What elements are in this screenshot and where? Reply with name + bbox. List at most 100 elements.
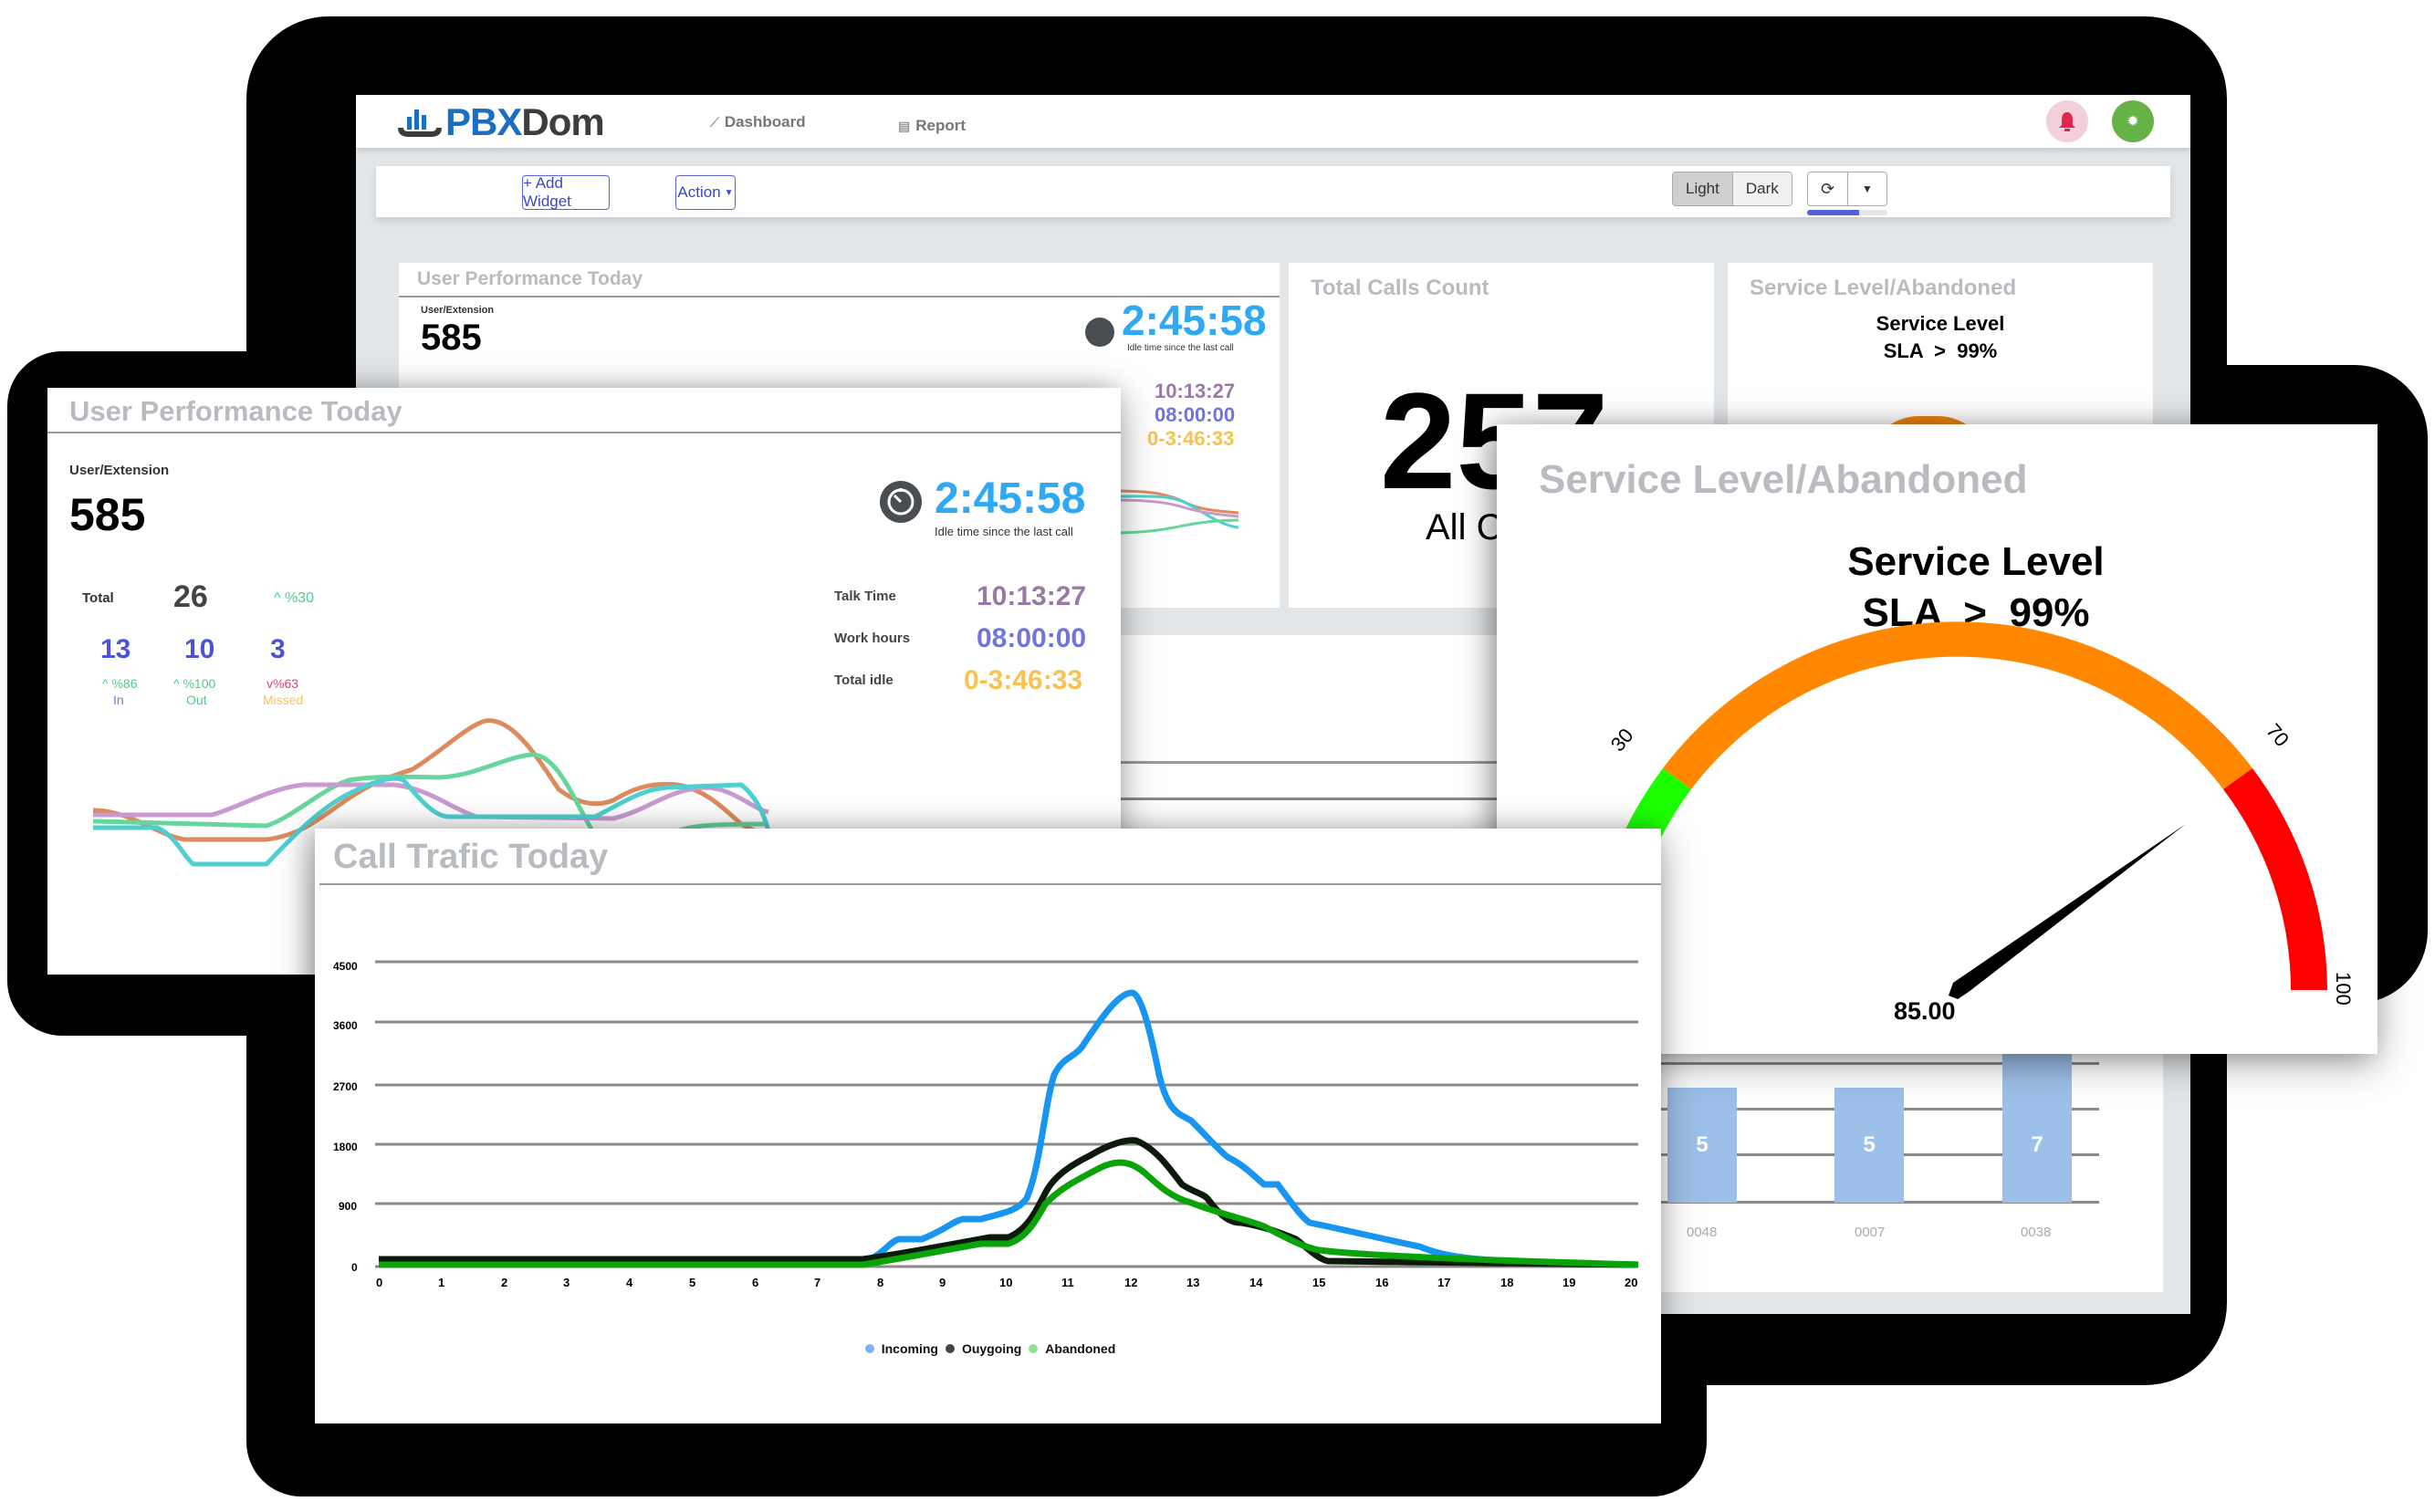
bar-label: 0038 bbox=[2021, 1225, 2052, 1240]
work-hours-value: 08:00:00 bbox=[977, 623, 1087, 653]
total-change: ^ %30 bbox=[274, 590, 314, 606]
missed-count: 3 bbox=[270, 634, 286, 664]
gauge-value: 85.00 bbox=[1894, 997, 1956, 1025]
out-count: 10 bbox=[184, 634, 215, 664]
out-change: ^ %100 bbox=[173, 676, 216, 691]
sla-subtitle-1: Service Level bbox=[1876, 312, 2005, 335]
stopwatch-icon bbox=[1085, 318, 1114, 347]
x-tick: 15 bbox=[1312, 1276, 1325, 1289]
brand-logo[interactable]: PBX Dom bbox=[394, 100, 605, 144]
legend-dot-incoming bbox=[864, 1344, 874, 1353]
nav-dashboard[interactable]: ⟋ Dashboard bbox=[710, 113, 806, 131]
total-idle-value: 0-3:46:33 bbox=[1147, 427, 1235, 450]
call-traffic-line-chart: 0 1 2 3 4 5 6 7 8 9 10 11 12 13 14 15 16… bbox=[375, 960, 1639, 1289]
idle-caption: Idle time since the last call bbox=[935, 525, 1073, 538]
dashboard-toolbar: + Add Widget Action ▼ Light Dark ⟳ ▼ bbox=[376, 166, 2170, 217]
extension-value: 585 bbox=[69, 489, 146, 540]
card-title: User Performance Today bbox=[417, 268, 643, 289]
bar-label: 0007 bbox=[1855, 1225, 1886, 1240]
chart-legend: Incoming Ouygoing Abandoned bbox=[488, 1341, 1492, 1356]
caret-down-icon: ▼ bbox=[724, 187, 734, 198]
x-tick: 17 bbox=[1437, 1276, 1450, 1289]
clipboard-icon: ▤ bbox=[898, 118, 911, 133]
y-tick: 4500 bbox=[333, 960, 358, 973]
y-tick: 900 bbox=[339, 1200, 358, 1213]
x-tick: 12 bbox=[1124, 1276, 1137, 1289]
work-hours-label: Work hours bbox=[834, 631, 911, 646]
brand-prefix: PBX bbox=[445, 100, 522, 143]
agent-bar-chart-card: 5 5 7 0048 0007 0038 bbox=[1652, 1017, 2163, 1292]
x-tick: 7 bbox=[814, 1276, 820, 1289]
card-title: Service Level/Abandoned bbox=[1539, 457, 2028, 502]
y-tick: 3600 bbox=[333, 1019, 358, 1032]
card-title: User Performance Today bbox=[69, 395, 402, 427]
bar-value: 7 bbox=[2031, 1132, 2043, 1157]
call-traffic-card: Call Trafic Today 4500 3600 2700 1800 90… bbox=[315, 829, 1661, 1423]
x-tick: 2 bbox=[501, 1276, 507, 1289]
gauge-label-70: 70 bbox=[2262, 719, 2294, 751]
gridline bbox=[1661, 1062, 2099, 1065]
x-tick: 16 bbox=[1375, 1276, 1388, 1289]
missed-change: v%63 bbox=[266, 676, 299, 691]
x-tick: 8 bbox=[877, 1276, 883, 1289]
legend-dot-outgoing bbox=[945, 1344, 955, 1353]
x-tick: 19 bbox=[1562, 1276, 1575, 1289]
legend-abandoned[interactable]: Abandoned bbox=[1045, 1341, 1116, 1356]
legend-outgoing[interactable]: Ouygoing bbox=[961, 1341, 1022, 1356]
x-tick: 0 bbox=[376, 1276, 382, 1289]
x-tick: 1 bbox=[438, 1276, 444, 1289]
missed-label: Missed bbox=[263, 693, 304, 707]
total-value: 26 bbox=[173, 579, 208, 614]
x-tick: 4 bbox=[626, 1276, 633, 1289]
brand-suffix: Dom bbox=[521, 100, 604, 143]
nav-report-label: Report bbox=[915, 117, 967, 134]
line-chart-icon: ⟋ bbox=[710, 114, 719, 130]
extension-label: User/Extension bbox=[421, 305, 495, 316]
theme-light-option[interactable]: Light bbox=[1673, 172, 1733, 205]
top-navbar: PBX Dom ⟋ Dashboard ▤ Report ✹ bbox=[356, 95, 2190, 148]
status-button[interactable]: ✹ bbox=[2112, 100, 2154, 142]
talk-time-value: 10:13:27 bbox=[1155, 380, 1236, 402]
total-idle-value: 0-3:46:33 bbox=[964, 665, 1083, 695]
bar-0048[interactable]: 5 bbox=[1667, 1088, 1737, 1203]
bar-0007[interactable]: 5 bbox=[1834, 1088, 1904, 1203]
card-title: Service Level/Abandoned bbox=[1750, 276, 2017, 300]
legend-incoming[interactable]: Incoming bbox=[881, 1341, 938, 1356]
idle-time-value: 2:45:58 bbox=[1122, 297, 1267, 344]
phone-bars-icon bbox=[398, 109, 442, 137]
extension-value: 585 bbox=[421, 318, 482, 358]
x-tick: 20 bbox=[1625, 1276, 1637, 1289]
notifications-button[interactable] bbox=[2046, 100, 2088, 142]
talk-time-label: Talk Time bbox=[834, 589, 896, 604]
y-tick: 2700 bbox=[333, 1080, 358, 1093]
refresh-group: ⟳ ▼ bbox=[1807, 172, 1887, 206]
divider bbox=[399, 296, 1280, 297]
gear-icon: ✹ bbox=[2127, 114, 2139, 130]
bar-0038[interactable]: 7 bbox=[2002, 1033, 2072, 1203]
x-tick: 10 bbox=[999, 1276, 1012, 1289]
gauge-label-100: 100 bbox=[2332, 972, 2355, 1006]
legend-dot-abandoned bbox=[1029, 1344, 1039, 1353]
card-title: Total Calls Count bbox=[1311, 276, 1489, 300]
action-dropdown[interactable]: Action ▼ bbox=[675, 175, 736, 210]
x-tick: 13 bbox=[1186, 1276, 1199, 1289]
refresh-options-caret[interactable]: ▼ bbox=[1862, 182, 1873, 195]
bar-value: 5 bbox=[1696, 1132, 1709, 1157]
refresh-progress-fill bbox=[1807, 210, 1860, 215]
card-title: Call Trafic Today bbox=[333, 838, 609, 876]
nav-dashboard-label: Dashboard bbox=[724, 113, 806, 130]
in-label: In bbox=[113, 693, 124, 707]
idle-time-value: 2:45:58 bbox=[935, 474, 1086, 523]
add-widget-button[interactable]: + Add Widget bbox=[522, 174, 610, 210]
user-performance-sparkline-back bbox=[1111, 489, 1239, 535]
gauge-label-30: 30 bbox=[1606, 724, 1638, 756]
nav-report[interactable]: ▤ Report bbox=[898, 117, 966, 135]
sla-subtitle-2: SLA > 99% bbox=[1883, 339, 1998, 362]
divider bbox=[319, 883, 1661, 885]
talk-time-value: 10:13:27 bbox=[977, 581, 1087, 611]
out-label: Out bbox=[186, 693, 207, 707]
total-idle-label: Total idle bbox=[834, 673, 894, 688]
refresh-button[interactable]: ⟳ bbox=[1808, 172, 1848, 205]
theme-dark-option[interactable]: Dark bbox=[1732, 172, 1792, 205]
x-tick: 5 bbox=[689, 1276, 695, 1289]
